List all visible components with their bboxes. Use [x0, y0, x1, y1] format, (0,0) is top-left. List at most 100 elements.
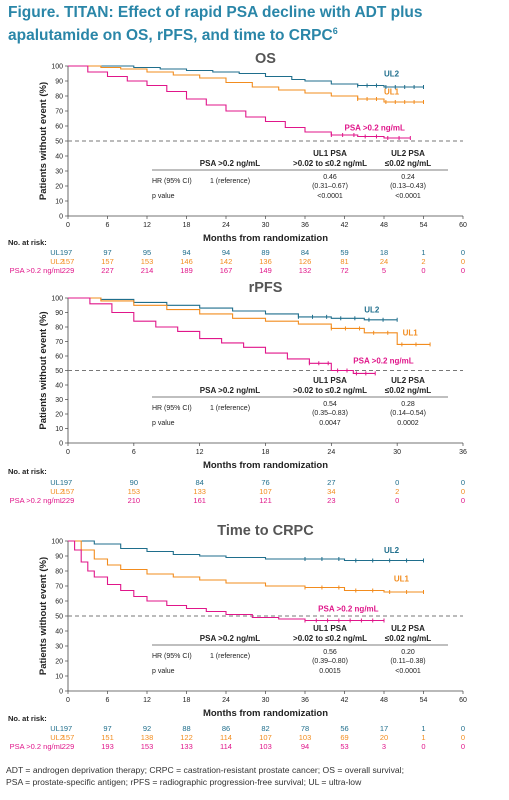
x-axis-label: Months from randomization [203, 233, 328, 244]
y-axis-label: Patients without event (%) [38, 557, 49, 675]
risk-value: 97 [64, 248, 72, 257]
risk-table-header: No. at risk: [8, 467, 47, 476]
hr-header: >0.02 to ≤0.2 ng/mL [293, 386, 367, 395]
figure-title: Figure. TITAN: Effect of rapid PSA decli… [8, 4, 503, 45]
risk-row-label: UL2 [50, 487, 64, 496]
risk-value: 0 [461, 742, 465, 751]
y-tick-label: 90 [55, 310, 63, 317]
risk-value: 189 [180, 266, 193, 275]
y-tick-label: 100 [51, 539, 63, 546]
y-tick-label: 70 [55, 584, 63, 591]
y-tick-label: 0 [59, 441, 63, 448]
series-line-psa-0-2-ng-ml [68, 540, 384, 622]
p-value: <0.0001 [395, 668, 421, 675]
risk-value: 229 [62, 496, 75, 505]
risk-value: 227 [101, 266, 114, 275]
risk-value: 0 [461, 733, 465, 742]
risk-value: 1 [421, 724, 425, 733]
risk-value: 114 [220, 742, 232, 751]
risk-value: 89 [261, 248, 269, 257]
risk-value: 210 [128, 496, 141, 505]
risk-value: 17 [380, 724, 388, 733]
hr-header: >0.02 to ≤0.2 ng/mL [293, 159, 367, 168]
hr-value: (0.13–0.43) [390, 183, 426, 190]
risk-value: 76 [261, 478, 269, 487]
curve-label: UL2 [364, 306, 380, 315]
risk-value: 126 [299, 257, 312, 266]
x-tick-label: 0 [66, 697, 70, 704]
risk-value: 94 [182, 248, 190, 257]
risk-value: 2 [395, 487, 399, 496]
y-tick-label: 80 [55, 325, 63, 332]
chart-title: Time to CRPC [217, 523, 314, 539]
p-value-label: p value [152, 193, 175, 200]
risk-value: 82 [261, 724, 269, 733]
hr-value: (0.11–0.38) [390, 658, 425, 665]
curve-label: UL1 [394, 575, 410, 584]
risk-value: 146 [180, 257, 193, 266]
risk-value: 1 [421, 248, 425, 257]
risk-value: 90 [130, 478, 138, 487]
risk-table-header: No. at risk: [8, 238, 47, 247]
y-tick-label: 100 [51, 64, 63, 71]
x-axis-label: Months from randomization [203, 708, 328, 719]
y-tick-label: 60 [55, 599, 63, 606]
figure-footnote: ADT = androgen deprivation therapy; CRPC… [6, 764, 506, 788]
risk-row-label: UL2 [50, 733, 64, 742]
y-tick-label: 80 [55, 94, 63, 101]
risk-value: 88 [182, 724, 190, 733]
hr-value: 0.20 [401, 649, 415, 656]
hr-header: PSA >0.2 ng/mL [200, 386, 261, 395]
curve-label: PSA >0.2 ng/mL [318, 605, 379, 614]
risk-value: 122 [180, 733, 193, 742]
risk-value: 94 [301, 742, 309, 751]
risk-value: 161 [193, 496, 206, 505]
risk-value: 107 [259, 733, 272, 742]
y-tick-label: 50 [55, 368, 63, 375]
hr-header: >0.02 to ≤0.2 ng/mL [293, 634, 367, 643]
risk-value: 84 [301, 248, 309, 257]
risk-value: 0 [461, 487, 465, 496]
risk-value: 149 [259, 266, 272, 275]
risk-value: 2 [421, 257, 425, 266]
p-value: <0.0001 [317, 193, 343, 200]
y-tick-label: 20 [55, 184, 63, 191]
risk-value: 0 [421, 742, 425, 751]
y-tick-label: 20 [55, 412, 63, 419]
y-tick-label: 20 [55, 659, 63, 666]
y-tick-label: 90 [55, 554, 63, 561]
risk-value: 157 [62, 257, 75, 266]
x-tick-label: 54 [420, 222, 428, 229]
x-tick-label: 36 [301, 697, 309, 704]
series-line-ul1 [68, 297, 431, 345]
y-tick-label: 10 [55, 426, 63, 433]
risk-value: 97 [103, 248, 111, 257]
risk-row-label: PSA >0.2 ng/mL [10, 742, 64, 751]
y-tick-label: 30 [55, 397, 63, 404]
x-tick-label: 18 [262, 449, 270, 456]
x-tick-label: 60 [459, 222, 467, 229]
x-tick-label: 24 [222, 697, 230, 704]
x-tick-label: 24 [222, 222, 230, 229]
risk-value: 133 [193, 487, 206, 496]
hr-value: 0.56 [323, 649, 337, 656]
y-tick-label: 0 [59, 214, 63, 221]
hr-row-label: HR (95% CI) [152, 405, 192, 412]
y-axis-label: Patients without event (%) [38, 311, 49, 429]
x-tick-label: 42 [341, 697, 349, 704]
risk-value: 142 [220, 257, 233, 266]
hr-header: UL2 PSA [391, 624, 425, 633]
hr-value: 1 (reference) [210, 178, 250, 185]
risk-value: 5 [382, 266, 386, 275]
hr-header: UL1 PSA [313, 149, 347, 158]
x-tick-label: 30 [393, 449, 401, 456]
risk-value: 0 [461, 496, 465, 505]
risk-value: 34 [327, 487, 335, 496]
risk-value: 27 [327, 478, 335, 487]
risk-value: 153 [141, 742, 154, 751]
hr-value: 0.54 [323, 401, 337, 408]
risk-value: 0 [461, 266, 465, 275]
x-tick-label: 12 [196, 449, 204, 456]
risk-value: 133 [180, 742, 193, 751]
